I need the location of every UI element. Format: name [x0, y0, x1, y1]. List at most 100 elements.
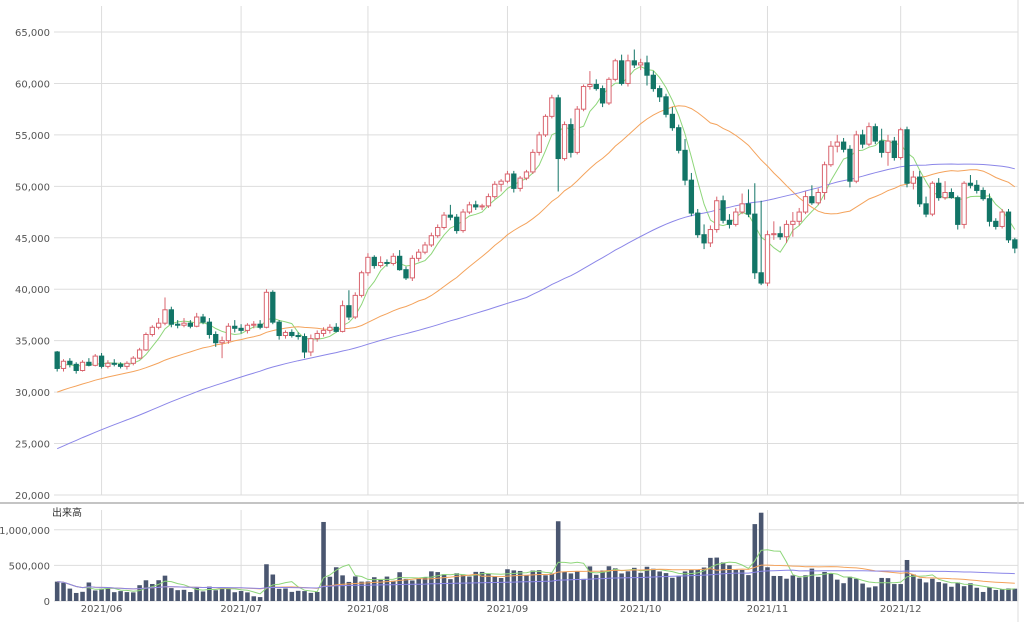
volume-bar: [632, 567, 637, 601]
volume-bar: [327, 576, 333, 601]
volume-bar: [454, 573, 460, 601]
volume-bar: [581, 578, 586, 601]
candle-up: [498, 180, 504, 185]
candle-up: [999, 211, 1005, 227]
volume-bar: [911, 574, 916, 601]
volume-bar: [847, 576, 853, 601]
volume-bar: [612, 568, 618, 601]
volume-tick-label: 0: [44, 597, 50, 608]
volume-bar: [352, 576, 358, 601]
volume-bar: [118, 591, 123, 601]
candle-up: [352, 294, 358, 318]
candle-down: [758, 272, 764, 284]
candle-up: [435, 226, 441, 237]
volume-bar: [898, 584, 903, 601]
volume-bar: [771, 575, 777, 601]
candle-up: [466, 204, 473, 213]
volume-bar: [593, 574, 599, 601]
volume-bar: [517, 570, 523, 601]
volume-bar: [543, 575, 548, 601]
candle-down: [701, 234, 707, 244]
candle-up: [219, 340, 225, 344]
candle-up: [828, 145, 834, 166]
candle-up: [428, 235, 435, 246]
volume-bar: [980, 591, 986, 601]
candle-up: [764, 234, 771, 284]
candle-up: [143, 333, 149, 351]
candle-up: [105, 362, 111, 367]
volume-bar: [822, 571, 827, 601]
candle-down: [682, 149, 688, 181]
volume-bar: [714, 557, 720, 601]
volume-bar: [384, 576, 390, 601]
volume-bar: [784, 578, 789, 601]
price-ma-medium-line: [57, 105, 1016, 393]
candle-down: [200, 316, 206, 323]
candle-down: [511, 173, 517, 189]
volume-bar: [295, 590, 301, 601]
candle-up: [606, 78, 612, 104]
candle-down: [980, 189, 986, 200]
candle-up: [162, 309, 168, 324]
candle-up: [561, 124, 568, 160]
volume-bar: [917, 578, 922, 601]
volume-bar: [403, 578, 409, 601]
candle-up: [485, 196, 492, 207]
candle-down: [669, 113, 676, 129]
candle-up: [263, 291, 270, 328]
volume-bar: [73, 592, 79, 601]
volume-bar: [796, 577, 802, 601]
volume-bar: [61, 582, 66, 601]
volume-bar: [733, 569, 739, 601]
volume-bar: [302, 591, 307, 601]
volume-bar: [949, 586, 954, 601]
candle-up: [834, 141, 840, 147]
volume-bar: [505, 569, 510, 601]
volume-bar: [663, 573, 669, 601]
volume-bar: [739, 569, 745, 601]
volume-ma-medium-line: [57, 564, 1015, 590]
candle-up: [821, 164, 828, 194]
candle-up: [92, 355, 98, 366]
candle-down: [720, 200, 726, 221]
price-tick-label: 60,000: [15, 79, 50, 90]
volume-bar: [378, 579, 383, 601]
price-tick-label: 25,000: [15, 440, 50, 451]
volume-bar: [720, 562, 726, 601]
candle-up: [783, 223, 790, 238]
candle-down: [948, 192, 955, 199]
candle-up: [815, 192, 821, 204]
candle-up: [124, 362, 130, 367]
volume-bar: [486, 573, 491, 601]
candle-down: [187, 322, 194, 327]
volume-bar: [625, 571, 631, 601]
volume-bar: [150, 583, 155, 601]
candle-up: [492, 183, 498, 198]
candle-down: [295, 335, 301, 338]
price-tick-label: 40,000: [15, 285, 50, 296]
candle-up: [942, 192, 948, 199]
volume-bar: [226, 588, 231, 601]
volume-bar: [346, 581, 352, 601]
volume-bar: [765, 567, 770, 601]
candle-down: [98, 355, 105, 367]
candle-down: [986, 198, 993, 222]
candle-up: [580, 86, 587, 110]
volume-bar: [530, 570, 536, 601]
volume-bar: [314, 591, 320, 601]
candle-up: [225, 325, 232, 342]
volume-bar: [682, 571, 688, 601]
candle-up: [314, 332, 320, 340]
candle-down: [752, 213, 758, 274]
candle-up: [377, 261, 384, 267]
candle-up: [327, 326, 333, 331]
candle-down: [346, 305, 352, 318]
candle-up: [79, 361, 86, 372]
price-tick-label: 45,000: [15, 234, 50, 245]
volume-bar: [105, 588, 111, 601]
candle-down: [111, 362, 117, 365]
candle-up: [320, 329, 327, 334]
candle-up: [574, 108, 580, 153]
volume-bar: [974, 587, 980, 601]
